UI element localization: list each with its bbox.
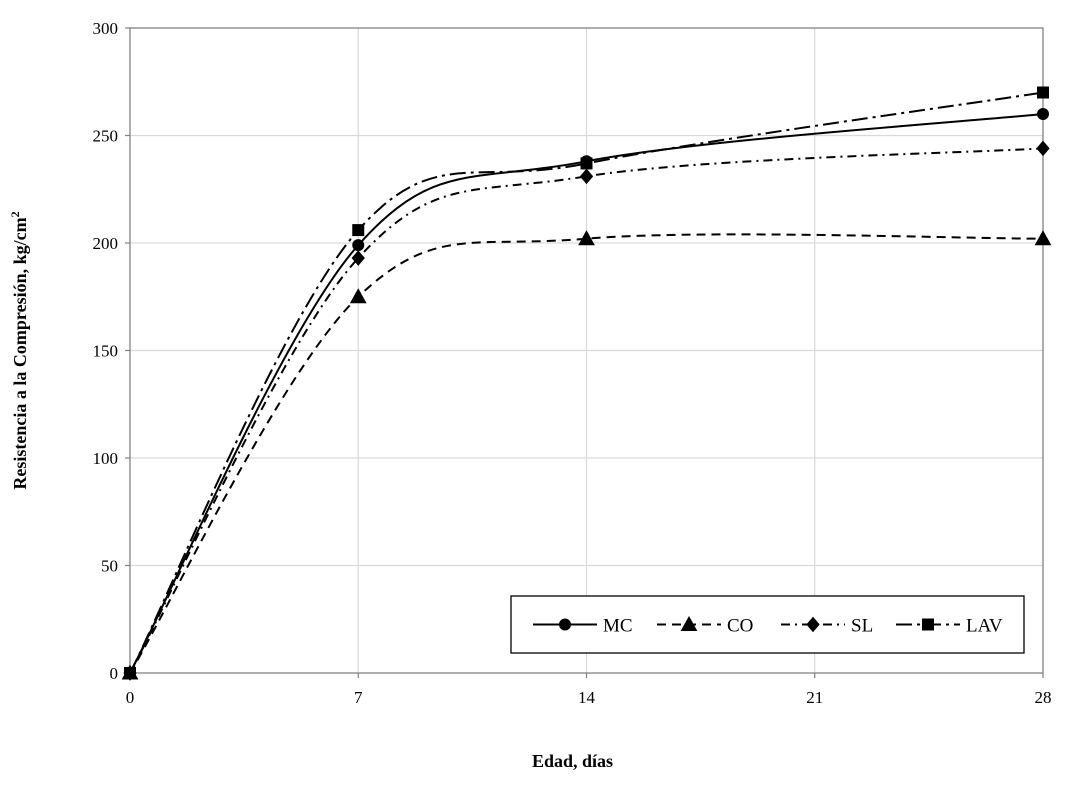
series-line-lav	[129, 91, 1044, 674]
legend-marker-mc	[559, 618, 571, 631]
series-layer	[121, 86, 1052, 681]
x-axis-label: Edad, días	[532, 751, 613, 771]
x-tick-label: 7	[354, 688, 363, 707]
data-point-lav	[352, 224, 365, 237]
legend-label-co: CO	[727, 616, 753, 637]
data-point-mc	[352, 239, 365, 252]
legend-item-lav: LAV	[896, 616, 1003, 637]
legend-marker-sl	[806, 616, 820, 633]
y-tick-label: 300	[93, 19, 119, 38]
y-tick-label: 50	[101, 557, 118, 576]
x-axis-ticks: 0 7 14 21 28	[126, 673, 1052, 707]
y-axis-label-text: Resistencia a la Compresión, kg/cm	[10, 217, 30, 489]
x-tick-label: 21	[806, 688, 823, 707]
data-point-co	[1034, 230, 1052, 246]
x-tick-label: 28	[1035, 688, 1052, 707]
y-axis-ticks: 0 50 100 150 200 250 300	[93, 19, 130, 683]
y-tick-label: 200	[93, 234, 119, 253]
y-tick-label: 250	[93, 127, 119, 146]
x-tick-label: 0	[126, 688, 135, 707]
data-point-co	[578, 230, 595, 246]
x-tick-label: 14	[578, 688, 596, 707]
data-point-sl	[1036, 140, 1050, 157]
data-point-lav	[1037, 86, 1049, 99]
series-lav	[124, 86, 1049, 679]
data-point-sl	[579, 168, 594, 185]
data-point-mc	[1037, 108, 1049, 120]
data-point-lav	[580, 157, 593, 170]
y-axis-label-superscript: 2	[8, 211, 22, 217]
legend-label-lav: LAV	[966, 616, 1003, 637]
data-point-co	[349, 288, 367, 304]
data-point-sl	[351, 250, 365, 266]
legend-item-mc: MC	[533, 616, 633, 637]
data-point-lav	[124, 667, 136, 679]
y-tick-label: 100	[93, 449, 119, 468]
legend-label-mc: MC	[603, 616, 633, 637]
legend-item-co: CO	[657, 616, 753, 637]
legend-item-sl: SL	[781, 616, 873, 637]
legend-label-sl: SL	[851, 616, 873, 637]
y-tick-label: 0	[110, 664, 119, 683]
legend-marker-co	[680, 615, 698, 631]
y-axis-label: Resistencia a la Compresión, kg/cm2	[8, 211, 30, 489]
y-tick-label: 150	[93, 342, 119, 361]
legend: MC CO SL LAV	[510, 595, 1025, 654]
series-line-co	[129, 233, 1044, 674]
legend-marker-lav	[922, 618, 934, 631]
series-line-mc	[129, 113, 1044, 674]
series-line-sl	[129, 147, 1044, 674]
